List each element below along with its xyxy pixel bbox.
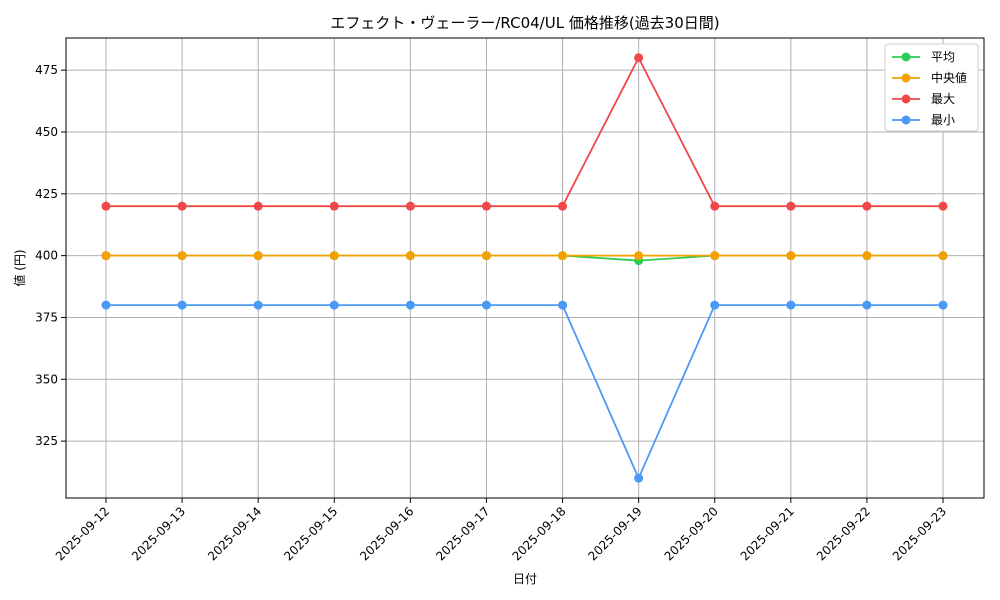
grid [66,38,984,498]
data-point-中央値 [710,251,720,261]
x-tick-label: 2025-09-23 [890,504,949,563]
data-point-最大 [101,201,111,211]
x-tick-label: 2025-09-21 [738,504,797,563]
data-point-中央値 [558,251,568,261]
y-tick-label: 475 [35,63,58,77]
x-tick-label: 2025-09-18 [509,504,568,563]
data-point-最大 [405,201,415,211]
data-point-中央値 [101,251,111,261]
y-tick-label: 450 [35,125,58,139]
data-point-最大 [329,201,339,211]
legend-label: 最大 [931,92,955,106]
data-point-最大 [558,201,568,211]
data-point-最小 [938,300,948,310]
x-axis: 2025-09-12 2025-09-13 2025-09-14 2025-09-15… [53,498,949,563]
data-point-最大 [938,201,948,211]
legend-marker [901,115,911,125]
data-point-最大 [253,201,263,211]
data-point-最小 [634,473,644,483]
x-tick-label: 2025-09-16 [357,504,416,563]
data-point-最小 [786,300,796,310]
legend-marker [901,73,911,83]
series-layer [101,53,948,483]
series-line-最大 [106,55,943,208]
data-point-最小 [862,300,872,310]
chart-title: エフェクト・ヴェーラー/RC04/UL 価格推移(過去30日間) [330,14,719,32]
data-point-中央値 [634,251,644,261]
legend-box [884,43,979,132]
data-point-最大 [177,201,187,211]
data-point-最大 [710,201,720,211]
x-tick-label: 2025-09-15 [281,504,340,563]
x-tick-label: 2025-09-19 [586,504,645,563]
data-point-最小 [481,300,491,310]
data-point-中央値 [405,251,415,261]
data-point-最小 [253,300,263,310]
data-point-最小 [558,300,568,310]
data-point-最大 [786,201,796,211]
y-tick-label: 425 [35,187,58,201]
data-point-最大 [862,201,872,211]
data-point-最小 [405,300,415,310]
data-point-中央値 [481,251,491,261]
x-axis-label: 日付 [513,572,537,586]
data-point-中央値 [862,251,872,261]
legend-marker [901,52,911,62]
legend-label: 最小 [931,113,955,127]
data-point-最小 [101,300,111,310]
plot-frame [65,37,985,499]
y-axis-label: 値 (円) [12,249,27,286]
data-point-最大 [481,201,491,211]
data-point-中央値 [786,251,796,261]
data-point-最小 [710,300,720,310]
y-tick-label: 375 [35,310,58,324]
x-tick-label: 2025-09-13 [129,504,188,563]
x-tick-label: 2025-09-20 [662,504,721,563]
data-point-中央値 [177,251,187,261]
data-point-最大 [634,53,644,63]
y-tick-label: 350 [35,372,58,386]
data-point-中央値 [253,251,263,261]
legend-label: 中央値 [931,70,967,85]
x-tick-label: 2025-09-17 [433,504,492,563]
x-tick-label: 2025-09-22 [814,504,873,563]
x-tick-label: 2025-09-14 [205,504,264,563]
x-tick-label: 2025-09-12 [53,504,112,563]
legend-marker [901,94,911,104]
y-tick-label: 400 [35,249,58,263]
y-tick-label: 325 [35,434,58,448]
data-point-中央値 [329,251,339,261]
y-axis: 325 350 375 400 425 450 475 [35,63,66,448]
data-point-中央値 [938,251,948,261]
data-point-最小 [329,300,339,310]
data-point-最小 [177,300,187,310]
legend-label: 平均 [931,50,955,64]
series-line-最小 [106,304,943,481]
